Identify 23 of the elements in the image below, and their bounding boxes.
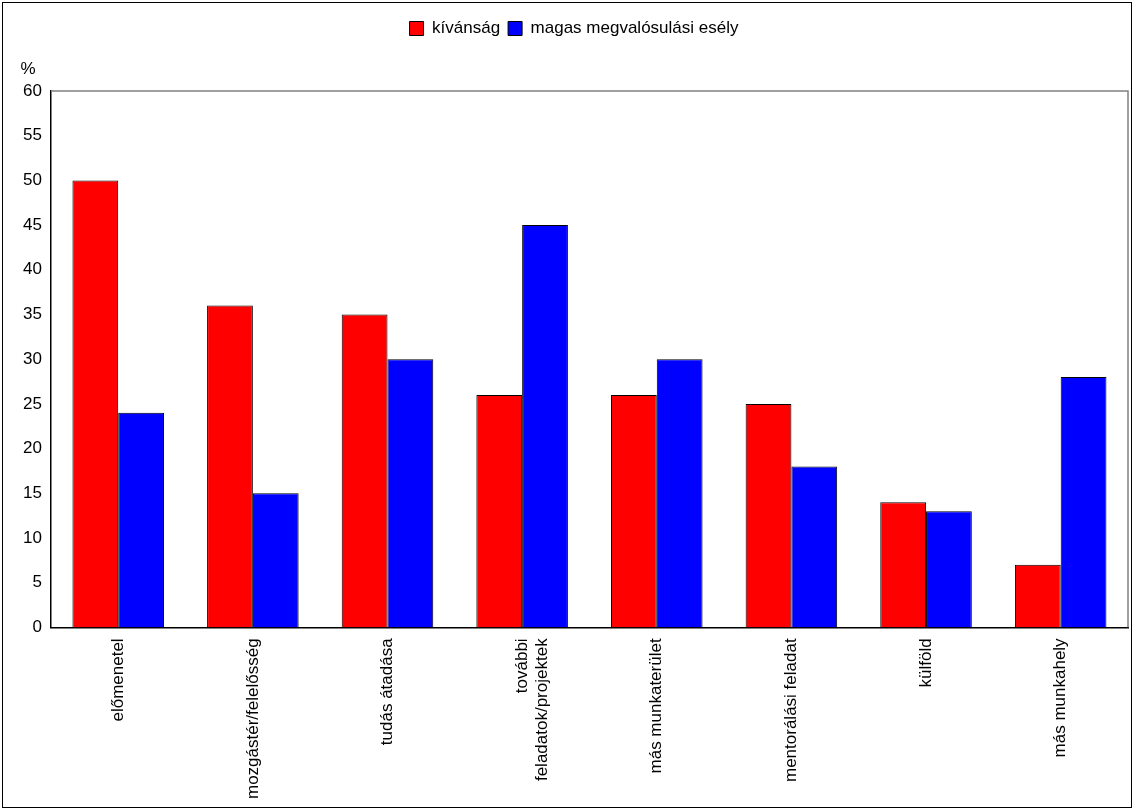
x-tick-label: más munkahely <box>1050 637 1070 758</box>
y-tick-label: 35 <box>22 304 42 324</box>
x-tick-label: mozgástér/felelősség <box>242 638 262 799</box>
y-tick-label: 20 <box>22 438 42 458</box>
y-tick-label: 50 <box>22 170 42 190</box>
x-tick-label: külföld <box>915 638 935 688</box>
y-tick-label: 10 <box>22 527 42 547</box>
legend-label: magas megvalósulási esély <box>530 18 739 38</box>
y-tick-label: 55 <box>22 125 42 145</box>
x-tick-label: más munkaterület <box>646 638 666 774</box>
y-tick-label: 40 <box>22 259 42 279</box>
y-tick-label: 30 <box>22 348 42 368</box>
x-tick-label: tudás átadása <box>377 637 397 746</box>
y-tick-label: 25 <box>22 393 42 413</box>
x-tick-label: előmenetel <box>107 638 127 722</box>
y-tick-label: 60 <box>22 80 42 100</box>
x-tick-label: mentorálási feladat <box>781 638 801 782</box>
y-axis-title: % <box>20 58 36 78</box>
y-tick-label: 0 <box>32 617 42 637</box>
y-tick-label: 5 <box>32 572 42 592</box>
legend-label: kívánság <box>432 18 501 38</box>
y-tick-label: 15 <box>22 482 42 502</box>
y-tick-label: 45 <box>22 214 42 234</box>
